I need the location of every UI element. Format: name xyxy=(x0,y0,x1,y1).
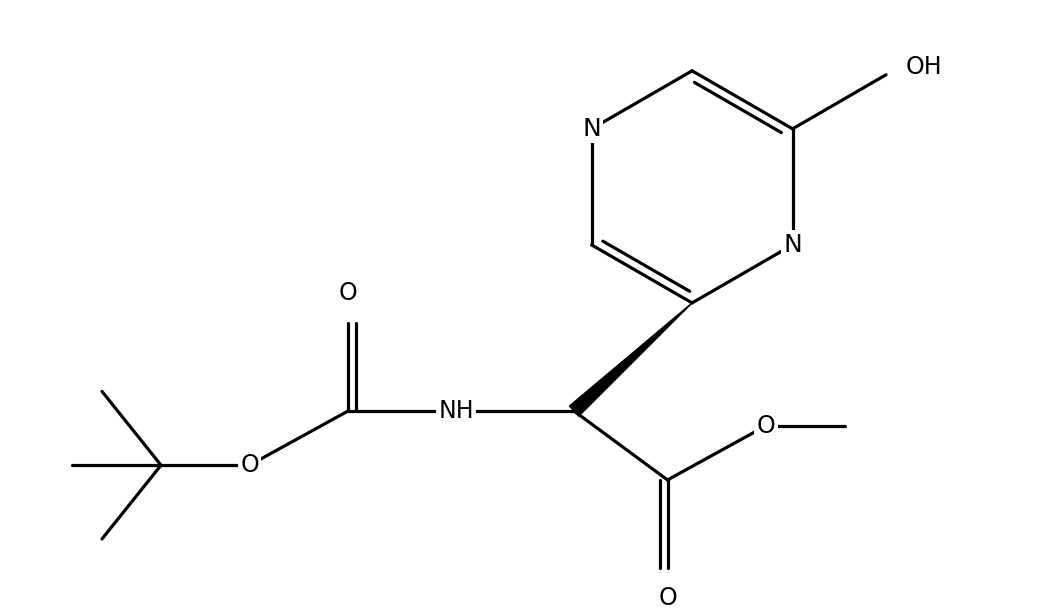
Text: O: O xyxy=(338,281,357,305)
Text: N: N xyxy=(582,117,601,141)
Text: OH: OH xyxy=(906,55,943,79)
Text: N: N xyxy=(784,233,802,257)
Text: NH: NH xyxy=(438,399,474,423)
Text: O: O xyxy=(240,453,258,477)
Text: O: O xyxy=(658,586,677,610)
Polygon shape xyxy=(570,303,692,416)
Text: O: O xyxy=(757,414,775,438)
